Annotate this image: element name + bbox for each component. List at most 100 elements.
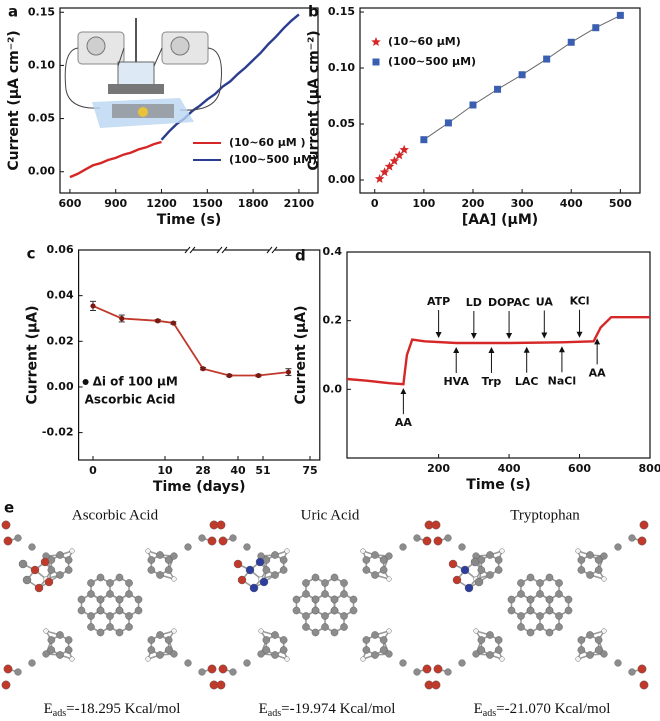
atom: [594, 636, 603, 644]
atom: [42, 650, 50, 658]
y-tick-label: -0.02: [42, 426, 74, 439]
molecule-name: Ascorbic Acid: [72, 507, 159, 523]
atom: [147, 556, 156, 564]
atom: [555, 623, 563, 631]
atom: [517, 590, 525, 598]
atom: [56, 631, 64, 639]
legend-label: (100~500 μM): [229, 153, 317, 166]
atom: [279, 636, 288, 644]
y-tick-label: 0.15: [28, 5, 55, 18]
atom: [229, 668, 237, 676]
x-tick-label: 75: [302, 464, 317, 477]
atom: [96, 573, 105, 582]
atom: [1, 520, 11, 530]
atom: [545, 606, 554, 615]
y-tick-label: 0.05: [328, 117, 355, 130]
atom: [271, 651, 279, 659]
molecule: [1, 520, 219, 690]
atom: [156, 571, 164, 579]
annotation-label: AA: [395, 416, 413, 429]
atom: [216, 520, 226, 530]
atom: [360, 656, 366, 662]
panel-label: d: [295, 247, 306, 265]
x-axis-title: Time (s): [157, 212, 221, 228]
atom: [64, 646, 73, 654]
atom: [271, 631, 279, 639]
atom: [577, 556, 586, 564]
x-tick-label: 1500: [192, 197, 223, 210]
atom: [614, 659, 622, 667]
x-tick-label: 600: [568, 462, 591, 475]
atom: [1, 680, 11, 690]
y-axis-title: Current (μA cm⁻²): [6, 30, 22, 170]
atom: [147, 636, 156, 644]
atom: [147, 646, 156, 654]
atom: [386, 628, 392, 634]
atom: [637, 664, 647, 674]
atom: [545, 573, 554, 582]
y-tick-label: 0.04: [46, 289, 73, 302]
atom: [145, 548, 151, 554]
atom: [243, 543, 251, 551]
x-tick-label: 200: [461, 197, 484, 210]
atom: [536, 623, 544, 631]
annotation-label: UA: [536, 296, 554, 309]
atom: [302, 612, 310, 620]
panel-label: e: [4, 499, 14, 517]
x-tick-label: 400: [560, 197, 583, 210]
atom: [637, 536, 647, 546]
atom: [34, 583, 44, 593]
atom: [115, 606, 124, 615]
x-axis-title: Time (days): [153, 479, 246, 495]
atom: [639, 520, 649, 530]
atom: [330, 628, 339, 637]
atom: [145, 656, 151, 662]
atom: [577, 646, 586, 654]
y-tick-label: 0.02: [46, 334, 73, 347]
atom: [237, 575, 247, 585]
atom: [486, 551, 494, 559]
atom: [218, 536, 228, 546]
atom: [164, 566, 173, 574]
energy-part: E: [474, 701, 483, 717]
atom: [271, 571, 279, 579]
atom: [262, 566, 271, 574]
atom: [170, 650, 178, 658]
x-tick-label: 1800: [238, 197, 269, 210]
legend-label: (10~60 μM ): [229, 136, 306, 149]
atom: [106, 590, 114, 598]
atom: [229, 534, 237, 542]
atom: [586, 651, 594, 659]
annotation-label: Trp: [482, 375, 502, 388]
data-point: [90, 303, 96, 309]
data-point: [155, 318, 161, 324]
x-tick-label: 100: [412, 197, 435, 210]
plot-frame: [59, 7, 319, 194]
annotation-label: ATP: [427, 295, 450, 308]
y-axis-title: Current (μA): [25, 305, 41, 404]
atom: [302, 623, 310, 631]
atom: [279, 556, 288, 564]
y-tick-label: 0.0: [323, 382, 343, 395]
atom: [184, 543, 192, 551]
atom: [473, 628, 479, 634]
atom: [311, 606, 320, 615]
data-point: [592, 24, 600, 32]
atom: [639, 680, 649, 690]
atom: [3, 536, 13, 546]
atom: [422, 664, 432, 674]
atom: [207, 536, 217, 546]
data-point: [469, 101, 477, 109]
y-tick-label: 0.00: [46, 380, 73, 393]
atom: [460, 565, 470, 575]
y-tick-label: 0.10: [328, 61, 355, 74]
atom: [330, 573, 339, 582]
atom: [87, 623, 95, 631]
atom: [349, 595, 358, 604]
annotation-label: LD: [466, 296, 482, 309]
atom: [444, 534, 452, 542]
atom: [526, 606, 535, 615]
x-tick-label: 300: [511, 197, 534, 210]
annotation-label: AA: [589, 366, 607, 379]
molecule-name: Tryptophan: [510, 507, 580, 523]
